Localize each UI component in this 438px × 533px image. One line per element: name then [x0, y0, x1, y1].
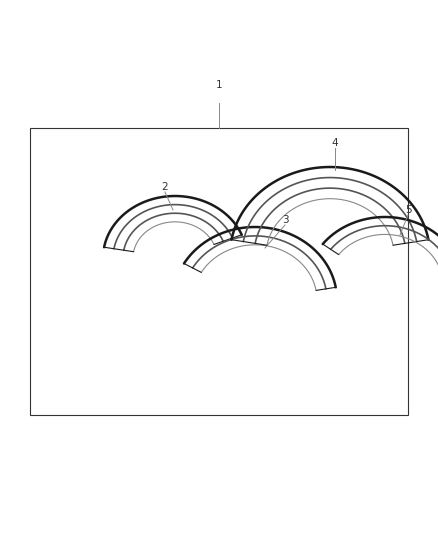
Text: 1: 1 — [215, 80, 223, 90]
Text: 5: 5 — [405, 205, 411, 215]
Text: 4: 4 — [332, 138, 338, 148]
Bar — [30, 128, 408, 415]
Text: 3: 3 — [282, 215, 288, 225]
Text: 2: 2 — [162, 182, 168, 192]
